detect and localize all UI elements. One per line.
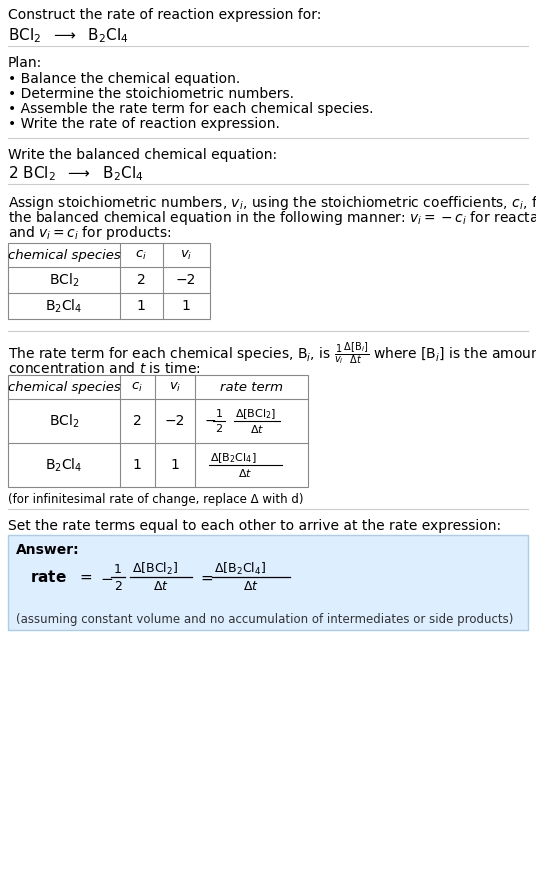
Text: 1: 1 <box>215 409 222 419</box>
Text: 1: 1 <box>132 458 142 472</box>
Text: Construct the rate of reaction expression for:: Construct the rate of reaction expressio… <box>8 8 322 22</box>
Text: rate term: rate term <box>220 380 282 393</box>
Text: $\Delta$[BCl$_2$]: $\Delta$[BCl$_2$] <box>235 407 276 421</box>
Text: $c_i$: $c_i$ <box>135 249 147 262</box>
Text: $\Delta$[B$_2$Cl$_4$]: $\Delta$[B$_2$Cl$_4$] <box>214 561 266 577</box>
Text: (for infinitesimal rate of change, replace Δ with d): (for infinitesimal rate of change, repla… <box>8 493 303 506</box>
Text: $-$: $-$ <box>100 569 113 584</box>
Text: $v_i$: $v_i$ <box>180 249 192 262</box>
Text: 2: 2 <box>137 273 145 287</box>
Text: rate  $=$: rate $=$ <box>30 569 92 585</box>
Text: 1: 1 <box>170 458 180 472</box>
Text: Set the rate terms equal to each other to arrive at the rate expression:: Set the rate terms equal to each other t… <box>8 519 501 533</box>
Text: Assign stoichiometric numbers, $v_i$, using the stoichiometric coefficients, $c_: Assign stoichiometric numbers, $v_i$, us… <box>8 194 536 212</box>
Text: and $v_i = c_i$ for products:: and $v_i = c_i$ for products: <box>8 224 172 242</box>
Text: 2: 2 <box>114 580 122 592</box>
Text: Answer:: Answer: <box>16 543 80 557</box>
Text: B$_2$Cl$_4$: B$_2$Cl$_4$ <box>45 297 83 314</box>
Text: $v_i$: $v_i$ <box>169 380 181 393</box>
Text: −2: −2 <box>176 273 196 287</box>
Text: BCl$_2$: BCl$_2$ <box>49 272 79 289</box>
Text: $=$: $=$ <box>198 569 214 584</box>
Bar <box>8 375 308 487</box>
Text: concentration and $t$ is time:: concentration and $t$ is time: <box>8 361 200 376</box>
Bar <box>8 535 528 630</box>
Text: The rate term for each chemical species, B$_i$, is $\frac{1}{v_i}\frac{\Delta[\m: The rate term for each chemical species,… <box>8 341 536 367</box>
Text: chemical species: chemical species <box>8 249 121 261</box>
Text: BCl$_2$  $\longrightarrow$  B$_2$Cl$_4$: BCl$_2$ $\longrightarrow$ B$_2$Cl$_4$ <box>8 26 129 44</box>
Text: 1: 1 <box>182 299 190 313</box>
Text: −2: −2 <box>165 414 185 428</box>
Bar <box>8 243 210 319</box>
Text: (assuming constant volume and no accumulation of intermediates or side products): (assuming constant volume and no accumul… <box>16 613 513 626</box>
Text: 2: 2 <box>215 424 222 434</box>
Text: $\Delta t$: $\Delta t$ <box>243 580 259 592</box>
Text: • Balance the chemical equation.: • Balance the chemical equation. <box>8 72 240 86</box>
Text: $\Delta t$: $\Delta t$ <box>238 467 252 479</box>
Text: Write the balanced chemical equation:: Write the balanced chemical equation: <box>8 148 277 162</box>
Text: $\Delta t$: $\Delta t$ <box>153 580 169 592</box>
Text: • Write the rate of reaction expression.: • Write the rate of reaction expression. <box>8 117 280 131</box>
Text: B$_2$Cl$_4$: B$_2$Cl$_4$ <box>45 456 83 473</box>
Text: • Determine the stoichiometric numbers.: • Determine the stoichiometric numbers. <box>8 87 294 101</box>
Text: Plan:: Plan: <box>8 56 42 70</box>
Text: $c_i$: $c_i$ <box>131 380 143 393</box>
Text: chemical species: chemical species <box>8 380 121 393</box>
Text: 2 BCl$_2$  $\longrightarrow$  B$_2$Cl$_4$: 2 BCl$_2$ $\longrightarrow$ B$_2$Cl$_4$ <box>8 164 144 183</box>
Text: • Assemble the rate term for each chemical species.: • Assemble the rate term for each chemic… <box>8 102 374 116</box>
Text: BCl$_2$: BCl$_2$ <box>49 412 79 430</box>
Text: $\Delta$[B$_2$Cl$_4$]: $\Delta$[B$_2$Cl$_4$] <box>210 451 257 465</box>
Text: the balanced chemical equation in the following manner: $v_i = -c_i$ for reactan: the balanced chemical equation in the fo… <box>8 209 536 227</box>
Text: 1: 1 <box>137 299 145 313</box>
Text: 1: 1 <box>114 562 122 575</box>
Text: 2: 2 <box>132 414 142 428</box>
Text: $\Delta$[BCl$_2$]: $\Delta$[BCl$_2$] <box>132 561 178 577</box>
Text: $\Delta t$: $\Delta t$ <box>250 423 264 435</box>
Text: −: − <box>205 414 217 428</box>
